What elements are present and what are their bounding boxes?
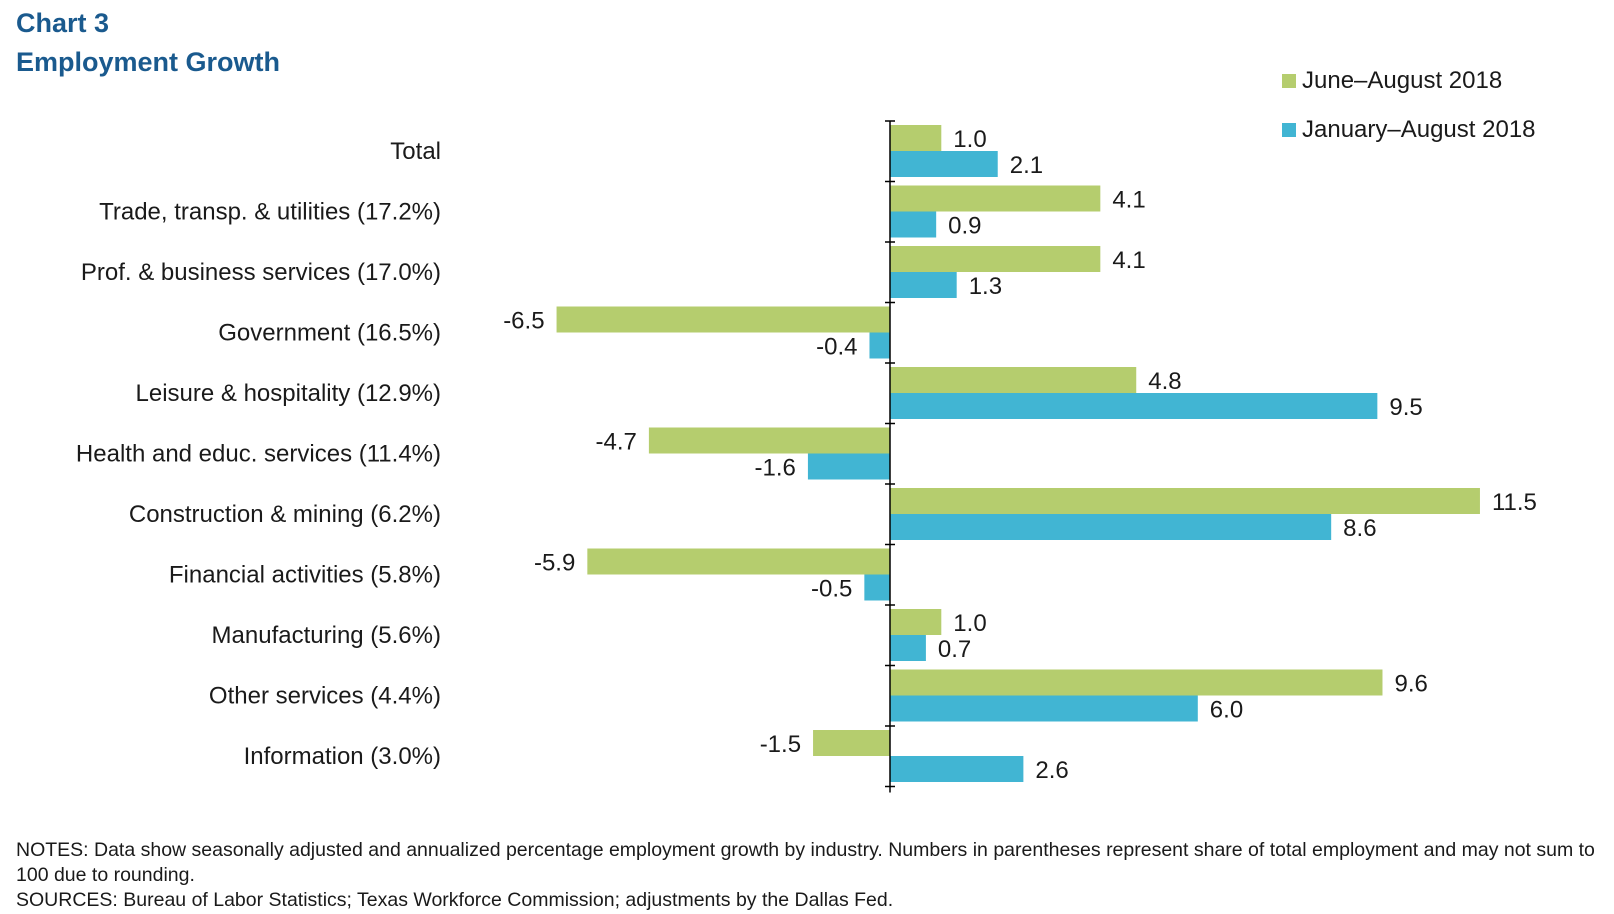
chart-number: Chart 3 (16, 8, 110, 38)
category-label-government-16-5: Government (16.5%) (218, 320, 441, 347)
category-label-manufacturing-5-6: Manufacturing (5.6%) (212, 622, 441, 649)
bar-june-august-government-16-5 (556, 306, 890, 333)
bar-january-august-construction-mining-6-2 (890, 514, 1332, 540)
bar-june-august-construction-mining-6-2 (890, 488, 1480, 514)
category-label-prof-business-services-17-0: Prof. & business services (17.0%) (81, 259, 441, 286)
data-label-january-august-financial-activities-5-8: -0.5 (811, 576, 852, 603)
bar-june-august-leisure-hospitality-12-9 (890, 367, 1137, 393)
chart-heading: Employment Growth (16, 47, 281, 77)
bar-june-august-prof-business-services-17-0 (890, 246, 1101, 272)
bar-june-august-manufacturing-5-6 (890, 609, 942, 635)
data-label-june-august-construction-mining-6-2: 11.5 (1492, 489, 1537, 516)
legend-swatch-january-august (1282, 122, 1296, 137)
data-label-january-august-total: 2.1 (1010, 152, 1043, 179)
chart-notes: NOTES: Data show seasonally adjusted and… (16, 838, 1601, 913)
legend-label-june-august: June–August 2018 (1302, 66, 1503, 94)
bar-january-august-health-and-educ-services-11-4 (807, 453, 890, 480)
data-label-june-august-health-and-educ-services-11-4: -4.7 (596, 429, 637, 456)
category-label-leisure-hospitality-12-9: Leisure & hospitality (12.9%) (136, 380, 441, 407)
bar-january-august-government-16-5 (869, 332, 890, 359)
data-label-january-august-trade-transp-utilities-17-2: 0.9 (948, 213, 981, 240)
bar-june-august-other-services-4-4 (890, 669, 1383, 696)
bar-january-august-financial-activities-5-8 (864, 574, 890, 601)
data-label-january-august-information-3-0: 2.6 (1035, 757, 1068, 784)
data-label-june-august-prof-business-services-17-0: 4.1 (1112, 247, 1145, 274)
data-label-june-august-government-16-5: -6.5 (503, 308, 544, 335)
data-label-january-august-government-16-5: -0.4 (816, 334, 857, 361)
sources-text: SOURCES: Bureau of Labor Statistics; Tex… (16, 889, 894, 911)
bar-june-august-total (890, 125, 942, 151)
data-label-january-august-other-services-4-4: 6.0 (1210, 697, 1243, 724)
legend-swatch-june-august (1282, 73, 1296, 88)
bar-january-august-prof-business-services-17-0 (890, 272, 957, 298)
category-label-health-and-educ-services-11-4: Health and educ. services (11.4%) (76, 441, 441, 468)
category-label-trade-transp-utilities-17-2: Trade, transp. & utilities (17.2%) (99, 199, 441, 226)
legend: June–August 2018 January–August 2018 (1282, 56, 1536, 154)
bar-june-august-health-and-educ-services-11-4 (648, 427, 890, 454)
category-label-information-3-0: Information (3.0%) (244, 743, 441, 770)
data-label-june-august-leisure-hospitality-12-9: 4.8 (1148, 368, 1181, 395)
notes-text: NOTES: Data show seasonally adjusted and… (16, 839, 1595, 886)
data-label-january-august-construction-mining-6-2: 8.6 (1343, 515, 1376, 542)
bar-january-august-other-services-4-4 (890, 695, 1198, 722)
bar-january-august-leisure-hospitality-12-9 (890, 393, 1378, 419)
data-label-january-august-prof-business-services-17-0: 1.3 (969, 273, 1002, 300)
data-label-june-august-manufacturing-5-6: 1.0 (953, 610, 986, 637)
bar-january-august-total (890, 151, 998, 177)
data-label-june-august-information-3-0: -1.5 (760, 731, 801, 758)
category-label-financial-activities-5-8: Financial activities (5.8%) (169, 562, 441, 589)
legend-item-june-august: June–August 2018 (1282, 56, 1536, 105)
bar-june-august-financial-activities-5-8 (587, 548, 890, 575)
bar-january-august-trade-transp-utilities-17-2 (890, 211, 937, 238)
data-label-june-august-total: 1.0 (953, 126, 986, 153)
data-label-june-august-other-services-4-4: 9.6 (1394, 671, 1427, 698)
legend-label-january-august: January–August 2018 (1302, 115, 1536, 143)
category-label-construction-mining-6-2: Construction & mining (6.2%) (129, 501, 441, 528)
legend-item-january-august: January–August 2018 (1282, 105, 1536, 154)
data-label-january-august-health-and-educ-services-11-4: -1.6 (755, 455, 796, 482)
bar-june-august-trade-transp-utilities-17-2 (890, 185, 1101, 212)
data-label-january-august-leisure-hospitality-12-9: 9.5 (1389, 394, 1422, 421)
bar-january-august-information-3-0 (890, 756, 1024, 782)
chart-title: Chart 3 Employment Growth (16, 4, 280, 82)
bar-january-august-manufacturing-5-6 (890, 635, 926, 661)
data-label-june-august-trade-transp-utilities-17-2: 4.1 (1112, 187, 1145, 214)
category-label-other-services-4-4: Other services (4.4%) (209, 683, 441, 710)
category-label-total: Total (390, 138, 441, 165)
data-label-june-august-financial-activities-5-8: -5.9 (534, 550, 575, 577)
data-label-january-august-manufacturing-5-6: 0.7 (938, 636, 971, 663)
bar-june-august-information-3-0 (813, 730, 890, 756)
